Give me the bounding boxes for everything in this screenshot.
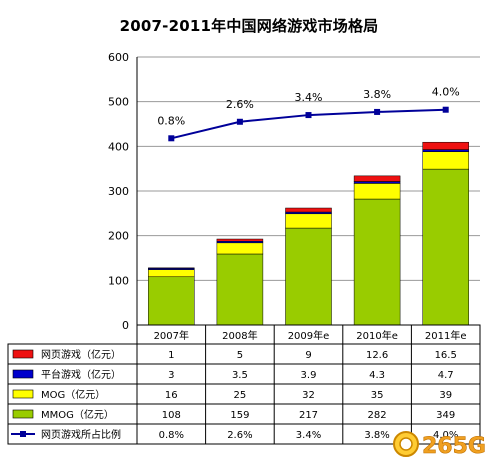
legend-label: 平台游戏（亿元） xyxy=(41,368,121,381)
x-category-label: 2010年e xyxy=(356,329,398,342)
line-point xyxy=(236,118,243,125)
table-cell-value: 217 xyxy=(299,410,318,421)
table-cell-value: 3.9 xyxy=(301,370,317,381)
bar-segment xyxy=(216,242,264,255)
site-watermark: 265G xyxy=(392,428,492,460)
x-category-label: 2008年 xyxy=(222,329,257,342)
legend-label: 网页游戏（亿元） xyxy=(41,348,121,361)
y-tick-label: 300 xyxy=(108,185,129,198)
line-point xyxy=(442,106,449,113)
table-cell-value: 3.5 xyxy=(232,370,248,381)
chart-title: 2007-2011年中国网络游戏市场格局 xyxy=(119,17,379,35)
table-cell-value: 39 xyxy=(439,390,452,401)
line-data-label: 0.8% xyxy=(157,114,185,127)
legend-swatch xyxy=(12,389,34,399)
x-category-label: 2009年e xyxy=(288,329,330,342)
table-cell-value: 3 xyxy=(168,370,174,381)
line-data-label: 4.0% xyxy=(432,86,460,99)
bar-segment xyxy=(216,238,264,242)
y-tick-label: 100 xyxy=(108,274,129,287)
line-data-label: 3.4% xyxy=(295,91,323,104)
table-cell-value: 12.6 xyxy=(366,350,388,361)
bar-segment xyxy=(353,181,401,184)
x-category-label: 2011年e xyxy=(425,329,467,342)
table-cell-value: 9 xyxy=(305,350,311,361)
legend-swatch xyxy=(12,369,34,379)
legend-marker xyxy=(20,431,26,437)
legend-swatch xyxy=(12,349,34,359)
legend-label: 网页游戏所占比例 xyxy=(41,428,121,441)
table-cell-value: 349 xyxy=(436,410,455,421)
y-tick-label: 500 xyxy=(108,96,129,109)
bar-segment xyxy=(148,267,195,269)
bar-segment xyxy=(148,269,195,278)
bar-segment xyxy=(353,175,401,182)
bar-segment xyxy=(285,211,332,215)
line-point xyxy=(374,108,381,115)
table-cell-value: 4.0% xyxy=(433,430,458,441)
table-cell-value: 3.4% xyxy=(296,430,321,441)
table-cell-value: 282 xyxy=(368,410,387,421)
table-cell-value: 159 xyxy=(230,410,249,421)
y-tick-label: 600 xyxy=(108,51,129,64)
line-data-label: 3.8% xyxy=(363,88,391,101)
bar-segment xyxy=(422,141,469,150)
bar-segment xyxy=(216,253,264,326)
table-cell-value: 5 xyxy=(237,350,243,361)
bar-segment xyxy=(148,276,195,326)
bar-segment xyxy=(422,168,469,326)
table-cell-value: 35 xyxy=(371,390,384,401)
table-body-frame xyxy=(7,343,481,445)
line-point xyxy=(168,135,175,142)
legend-label: MOG（亿元） xyxy=(41,388,105,401)
watermark-text: 265G xyxy=(422,434,486,459)
table-cell-value: 1 xyxy=(168,350,174,361)
table-cell-value: 108 xyxy=(162,410,181,421)
bar-segment xyxy=(353,183,401,200)
legend-label: MMOG（亿元） xyxy=(41,408,114,421)
y-tick-label: 0 xyxy=(122,319,129,332)
table-cell-value: 16 xyxy=(165,390,178,401)
table-cell-value: 16.5 xyxy=(435,350,457,361)
bar-segment xyxy=(285,227,332,326)
legend-swatch xyxy=(12,409,34,419)
bar-segment xyxy=(285,207,332,213)
table-cell-value: 4.7 xyxy=(438,370,454,381)
x-category-label: 2007年 xyxy=(154,329,189,342)
table-cell-value: 4.3 xyxy=(369,370,385,381)
table-cell-value: 2.6% xyxy=(227,430,252,441)
bar-segment xyxy=(285,213,332,229)
bar-segment xyxy=(422,149,469,152)
bar-segment xyxy=(422,151,469,170)
table-cell-value: 0.8% xyxy=(159,430,184,441)
table-cell-value: 25 xyxy=(234,390,247,401)
bar-segment xyxy=(353,198,401,326)
y-tick-label: 200 xyxy=(108,230,129,243)
table-cell-value: 32 xyxy=(302,390,315,401)
line-point xyxy=(305,112,312,119)
y-tick-label: 400 xyxy=(108,140,129,153)
table-cell-value: 3.8% xyxy=(364,430,389,441)
line-data-label: 2.6% xyxy=(226,98,254,111)
